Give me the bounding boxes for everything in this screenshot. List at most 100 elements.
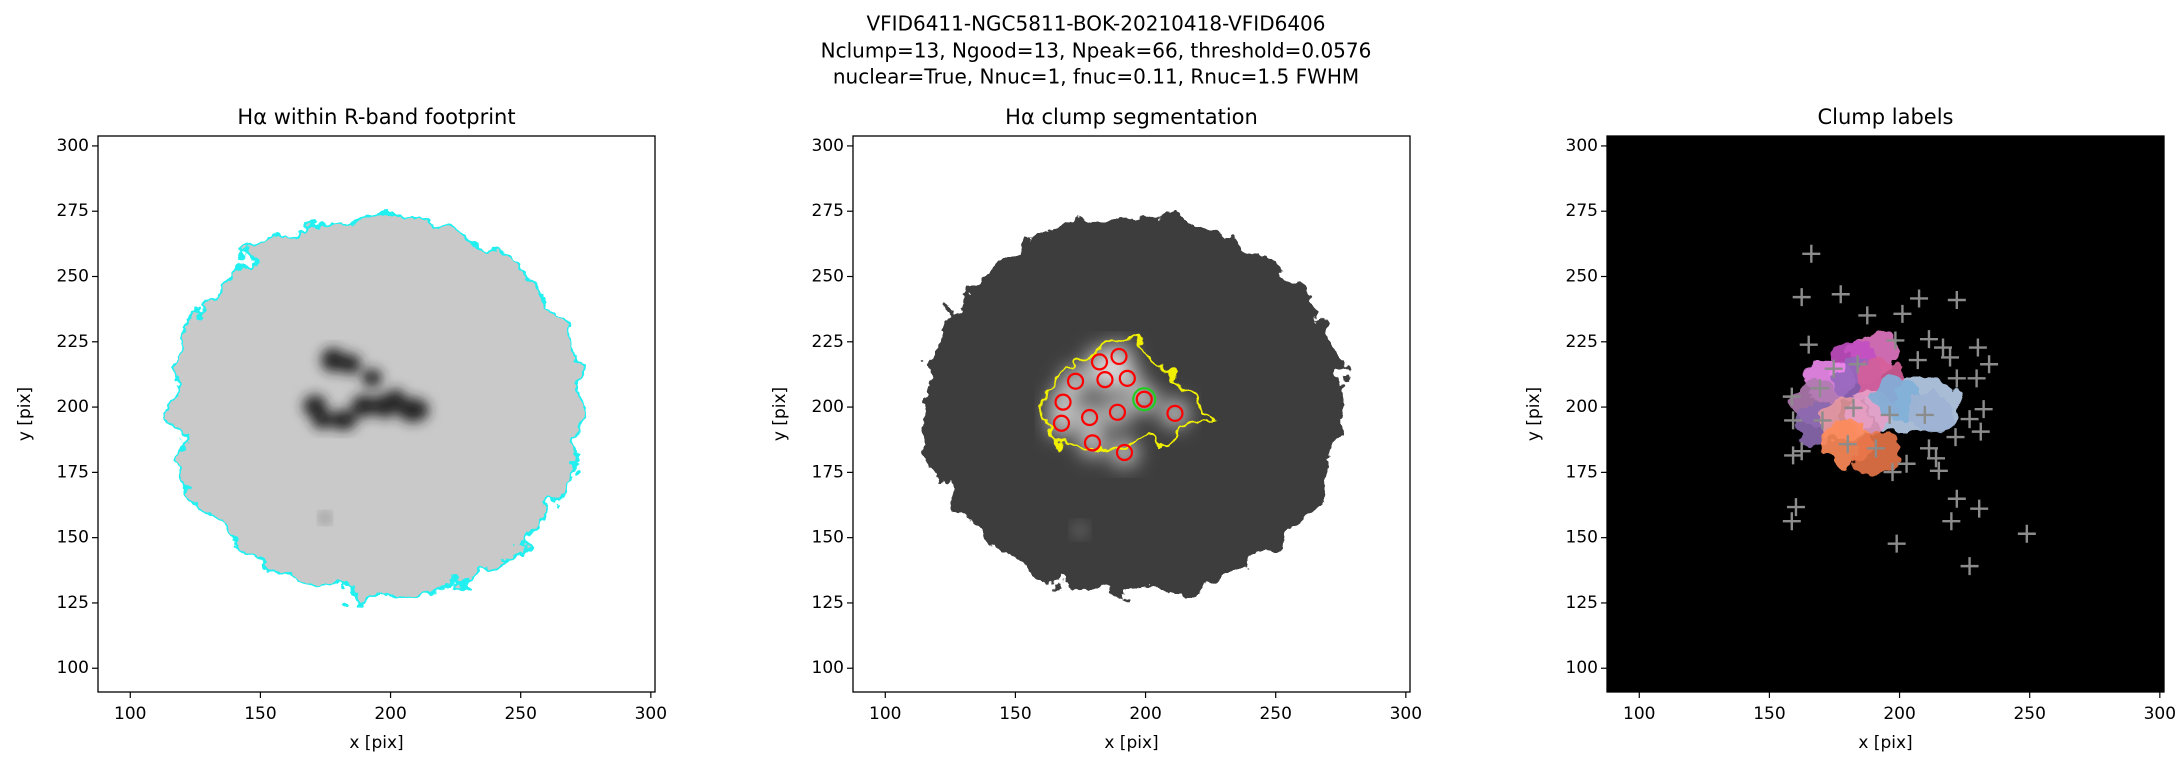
x-tick-label: 250 [1259, 704, 1291, 724]
peak-marker [1897, 454, 1916, 473]
x-tick-label: 250 [2013, 704, 2045, 724]
y-tick-label: 275 [1566, 201, 1598, 221]
suptitle: Nclump=13, Ngood=13, Npeak=66, threshold… [821, 39, 1372, 63]
x-tick-label: 100 [869, 704, 901, 724]
x-tick-label: 100 [1623, 704, 1655, 724]
peak-marker [1947, 291, 1966, 310]
y-axis-label: y [pix] [1524, 387, 1544, 441]
clump-glow [1076, 404, 1103, 431]
x-tick-label: 100 [114, 704, 146, 724]
y-tick-label: 275 [57, 201, 89, 221]
peak-marker [1967, 369, 1986, 388]
peak-marker [1960, 557, 1979, 576]
y-tick-label: 300 [1566, 136, 1598, 156]
y-tick-label: 125 [812, 593, 844, 613]
peak-marker [1838, 435, 1857, 454]
x-tick-label: 300 [635, 704, 667, 724]
x-tick-label: 150 [1753, 704, 1785, 724]
y-tick-label: 300 [57, 136, 89, 156]
x-tick-label: 150 [999, 704, 1031, 724]
axes-title: Clump labels [1818, 105, 1954, 129]
clump-glow [1114, 365, 1141, 392]
y-tick-label: 100 [812, 658, 844, 678]
clump-glow [1062, 368, 1089, 395]
axes-frame [1606, 135, 2165, 693]
clump-glow [1131, 386, 1158, 413]
peak-marker [1926, 449, 1945, 468]
x-tick-label: 200 [374, 704, 406, 724]
clump-threshold-contour [1041, 334, 1218, 457]
peak-marker [1810, 379, 1829, 398]
y-tick-label: 250 [812, 267, 844, 287]
peak-marker [1883, 463, 1902, 482]
y-tick-label: 100 [1566, 658, 1598, 678]
y-tick-label: 275 [812, 201, 844, 221]
clump-glow [1106, 343, 1133, 370]
markers [1782, 244, 2036, 576]
peak-marker [1929, 461, 1948, 480]
clump-marker [1115, 443, 1134, 462]
peak-marker [1915, 405, 1934, 424]
axes-frame [852, 135, 1411, 693]
peak-marker [1934, 338, 1953, 357]
peak-marker [1813, 411, 1832, 430]
x-axis-label: x [pix] [1858, 733, 1912, 753]
peak-marker [1782, 387, 1801, 406]
clump-glows [1048, 343, 1188, 466]
x-axis-label: x [pix] [349, 733, 403, 753]
peak-marker [1919, 330, 1938, 349]
y-tick-label: 200 [1566, 397, 1598, 417]
clump-marker [1052, 414, 1071, 432]
peak-marker [1786, 498, 1805, 517]
peak-marker [2017, 524, 2036, 543]
y-tick-label: 225 [812, 332, 844, 352]
clump-glow [1048, 410, 1075, 437]
peak-marker [1784, 446, 1803, 465]
y-tick-label: 175 [812, 462, 844, 482]
faint-source [1070, 520, 1090, 540]
clump-marker [1096, 371, 1114, 389]
peak-marker [1799, 335, 1818, 354]
peak-marker [1782, 512, 1801, 531]
image-1 [171, 214, 585, 598]
suptitle: VFID6411-NGC5811-BOK-20210418-VFID6406 [867, 12, 1326, 36]
clump-marker [1108, 403, 1127, 421]
y-tick-label: 175 [57, 462, 89, 482]
peak-marker [1824, 359, 1843, 378]
peak-marker [1802, 244, 1821, 263]
peak-marker [1970, 499, 1989, 518]
clump-marker [1110, 347, 1128, 366]
suptitle: nuclear=True, Nnuc=1, fnuc=0.11, Rnuc=1.… [833, 65, 1359, 89]
peak-marker [1792, 442, 1811, 461]
peak-marker [1960, 410, 1979, 429]
peak-marker [1910, 289, 1929, 308]
y-tick-label: 150 [1566, 528, 1598, 548]
y-tick-label: 200 [812, 397, 844, 417]
peak-marker [1844, 398, 1863, 417]
y-tick-label: 150 [812, 528, 844, 548]
clump-marker [1090, 353, 1109, 371]
y-tick-label: 125 [57, 593, 89, 613]
peak-marker [1947, 489, 1966, 508]
y-axis-label: y [pix] [770, 387, 790, 441]
y-tick-label: 300 [812, 136, 844, 156]
peak-marker [1831, 285, 1850, 304]
markers [1052, 347, 1184, 462]
clump-label-region [1854, 430, 1903, 475]
peak-marker [1971, 422, 1990, 441]
clump-label-region [1904, 391, 1953, 436]
footprint-contour [171, 214, 585, 598]
peak-marker [1946, 428, 1965, 447]
clump-glow [1091, 366, 1118, 393]
y-tick-label: 175 [1566, 462, 1598, 482]
peak-marker [1858, 306, 1877, 325]
peak-marker [1880, 405, 1899, 424]
x-tick-label: 200 [1129, 704, 1161, 724]
clump-marker [1118, 369, 1136, 387]
clump-glow [1050, 389, 1077, 416]
peak-marker [1893, 304, 1912, 323]
peak-marker [1908, 351, 1927, 370]
nucleus-marker [1132, 387, 1157, 412]
clump-marker [1083, 434, 1102, 452]
